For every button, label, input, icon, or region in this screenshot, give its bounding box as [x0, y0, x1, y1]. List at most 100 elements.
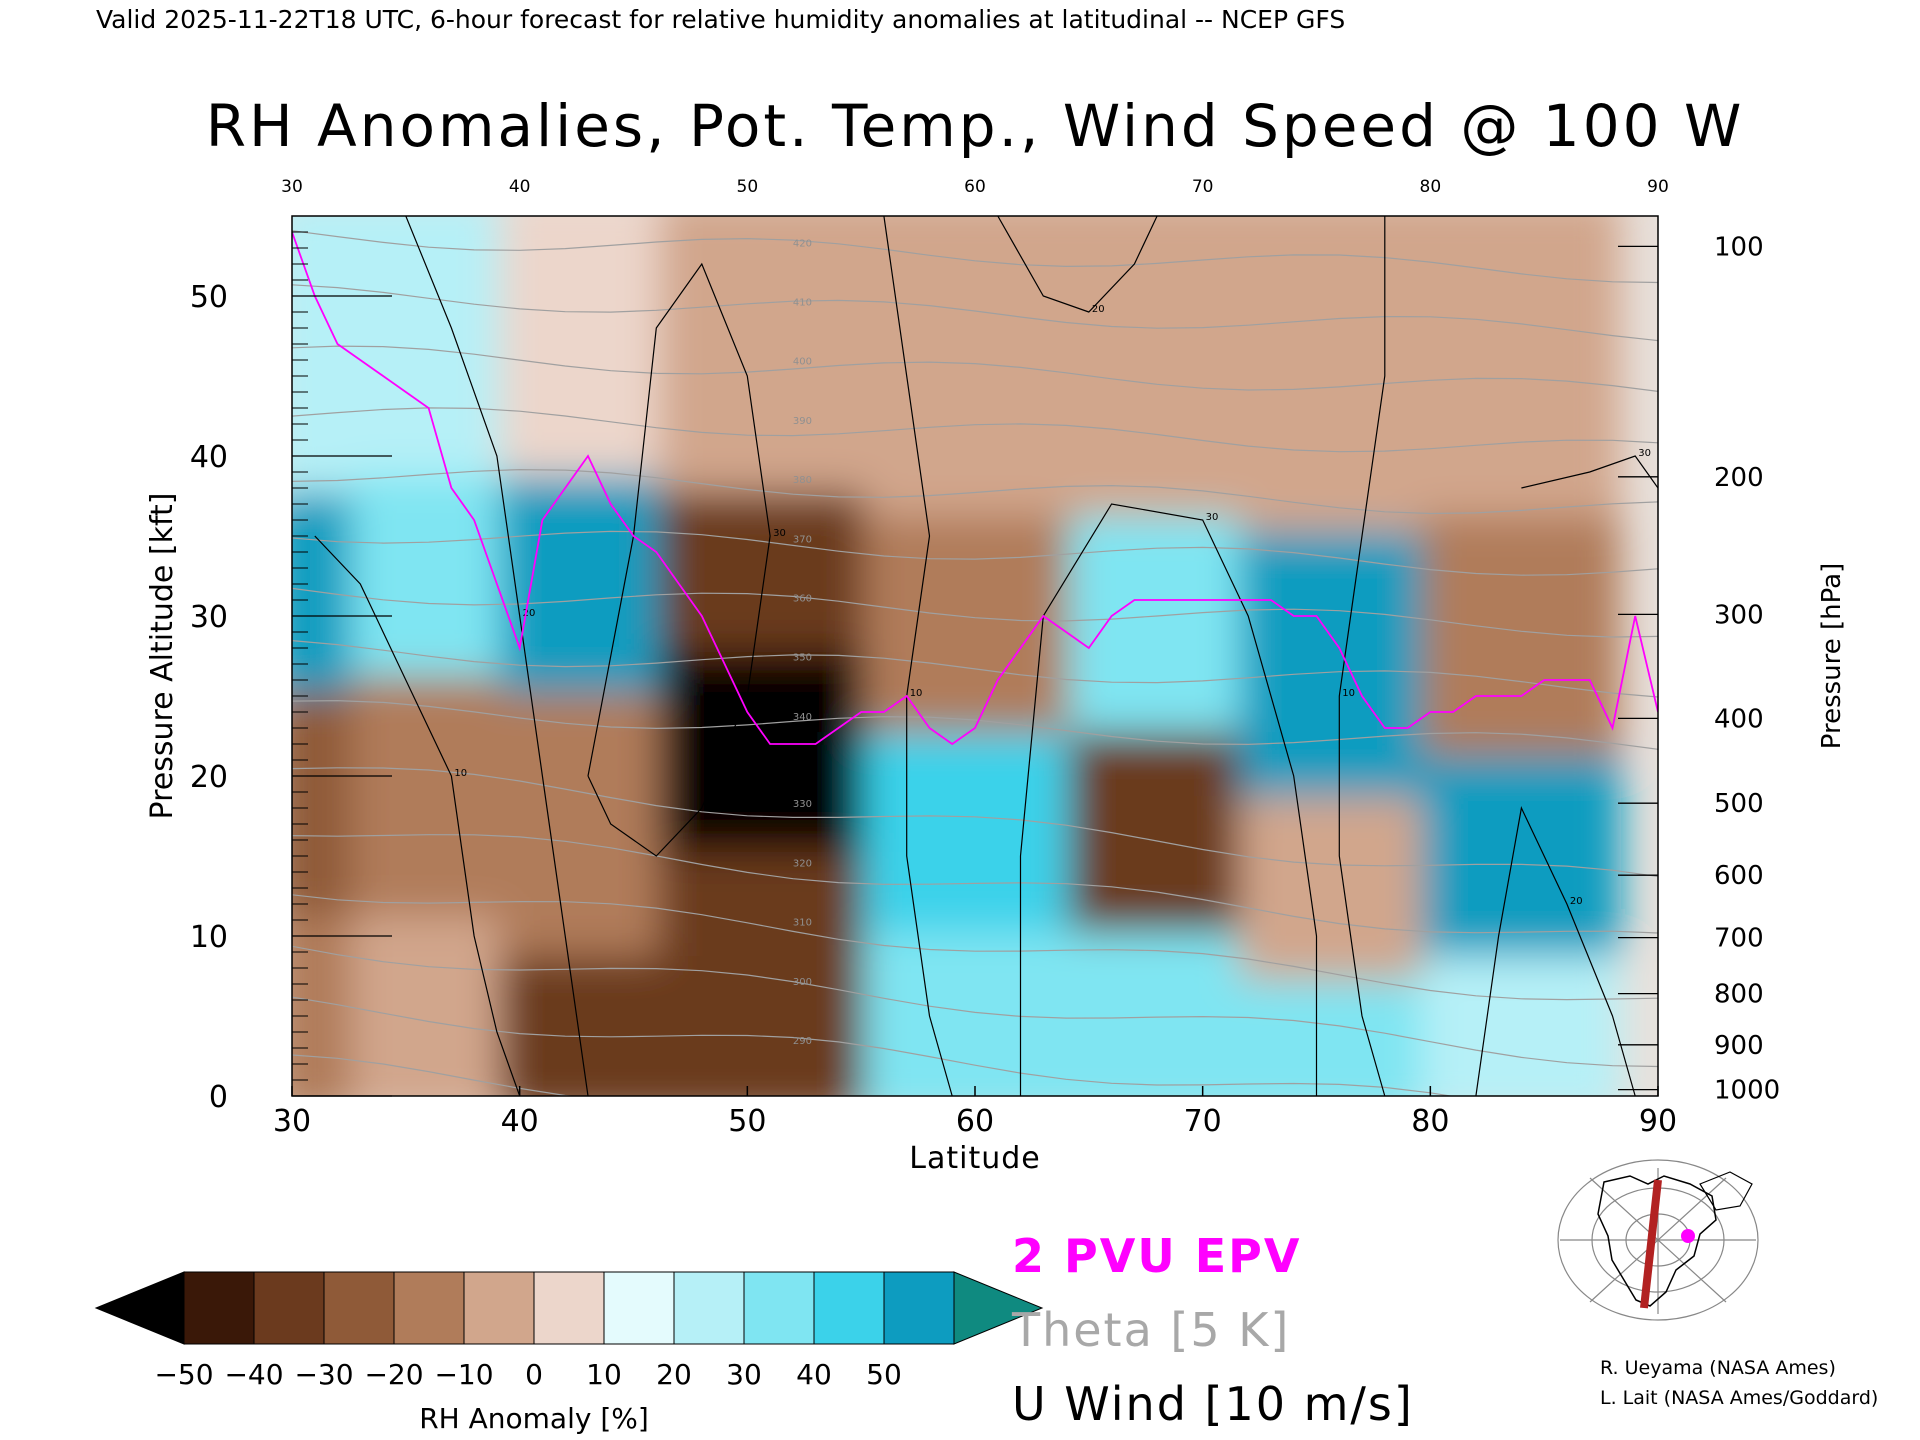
u-wind-contour-label: 20	[1570, 896, 1583, 907]
y-tick-label: 30	[190, 600, 228, 635]
theta-contour-label: 340	[793, 712, 812, 723]
u-wind-contour-label: 20	[523, 608, 536, 619]
credit-line-2: L. Lait (NASA Ames/Goddard)	[1600, 1387, 1878, 1409]
x-tick-label: 50	[728, 1104, 766, 1139]
x-tick-label: 60	[956, 1104, 994, 1139]
u-wind-contour-label: 20	[1092, 304, 1105, 315]
theta-contour-label: 290	[793, 1036, 812, 1047]
theta-contour-label: 350	[793, 653, 812, 664]
pressure-tick-label: 400	[1714, 704, 1764, 734]
u-wind-contour-line	[405, 216, 589, 1096]
colorbar-tick-label: −50	[154, 1358, 213, 1391]
theta-contour-label: 320	[793, 858, 812, 869]
theta-contour-line	[292, 834, 1658, 934]
rh-anomaly-heatmap	[292, 216, 1622, 1096]
u-wind-contour-label: 10	[1342, 688, 1355, 699]
x-tick-label: 80	[1411, 1104, 1449, 1139]
colorbar-tick-label: 40	[796, 1358, 832, 1391]
colorbar-swatch	[463, 1271, 535, 1345]
theta-contour-line	[292, 640, 1658, 698]
pressure-tick-label: 700	[1714, 924, 1764, 954]
colorbar-swatch	[253, 1271, 325, 1345]
right-pressure-axis: 100 200 300 400 500 600 700 800 900 1000	[1618, 232, 1780, 1106]
epv-2pvu-contour	[292, 231, 1658, 746]
top-x-axis: 30 40 50 60 70 80 90	[281, 177, 1669, 197]
theta-contour-label: 280	[793, 1095, 812, 1106]
y-tick-label: 0	[209, 1080, 228, 1115]
top-x-tick-label: 30	[281, 177, 303, 197]
theta-contour-label: 390	[793, 416, 812, 427]
u-wind-contour-label: 10	[454, 768, 467, 779]
u-wind-contour-line	[997, 216, 1158, 313]
colorbar-swatch	[743, 1271, 815, 1345]
legend-epv: 2 PVU EPV	[1012, 1229, 1301, 1283]
u-wind-contour-label: 30	[773, 528, 786, 539]
location-marker	[1681, 1229, 1695, 1243]
top-x-tick-label: 40	[509, 177, 531, 197]
cross-section-line	[1640, 1179, 1662, 1309]
rh-anomaly-cell	[1421, 216, 1622, 516]
rh-anomaly-cell	[863, 476, 1109, 732]
theta-contour-line	[292, 345, 1658, 392]
colorbar-tick-label: −40	[224, 1358, 283, 1391]
colorbar-swatch	[323, 1271, 395, 1345]
y-tick-label: 40	[190, 440, 228, 475]
x-tick-label: 70	[1184, 1104, 1222, 1139]
theta-contour-label: 360	[793, 593, 812, 604]
colorbar-swatch	[183, 1271, 255, 1345]
colorbar-tick-label: 10	[586, 1358, 622, 1391]
top-x-tick-label: 60	[964, 177, 986, 197]
theta-contour-line	[292, 894, 1658, 1001]
colorbar-tick-label: −30	[294, 1358, 353, 1391]
u-wind-contour-line	[1521, 455, 1658, 489]
u-wind-contour-line	[1338, 216, 1386, 1096]
top-x-tick-label: 90	[1647, 177, 1669, 197]
theta-contour-label: 370	[793, 534, 812, 545]
u-wind-contour-line	[587, 262, 771, 857]
theta-contour-line	[292, 767, 1658, 878]
colorbar-tick-label: 20	[656, 1358, 692, 1391]
theta-contour-label: 310	[793, 918, 812, 929]
x-tick-label: 90	[1639, 1104, 1677, 1139]
rh-anomaly-cell	[1421, 476, 1622, 756]
pressure-tick-label: 200	[1714, 463, 1764, 493]
theta-contour-line	[292, 587, 1658, 638]
rh-colorbar: −50 −40 −30 −20 −10 0 10 20 30 40 50	[94, 1271, 1044, 1391]
theta-contour-line	[292, 945, 1658, 1068]
theta-contour-label: 410	[793, 297, 812, 308]
u-wind-contour-line	[1019, 503, 1318, 1096]
plot-area: 280 290 300 310 320 330 340 350 360 370 380 390 400 4…	[291, 215, 1659, 1106]
theta-contour-line	[292, 230, 1658, 284]
colorbar-swatch	[813, 1271, 885, 1345]
pressure-tick-label: 500	[1714, 789, 1764, 819]
legend-u-wind: U Wind [10 m/s]	[1012, 1377, 1414, 1431]
x-tick-label: 40	[501, 1104, 539, 1139]
top-x-tick-label: 50	[737, 177, 759, 197]
pressure-tick-label: 900	[1714, 1031, 1764, 1061]
theta-contour-line	[292, 468, 1658, 515]
theta-contour-label: 420	[793, 238, 812, 249]
theta-contour-line	[292, 284, 1658, 342]
theta-contour-line	[292, 530, 1658, 576]
colorbar-tick-label: −10	[434, 1358, 493, 1391]
colorbar-below-arrow	[94, 1271, 185, 1345]
rh-anomaly-cell	[659, 216, 904, 492]
colorbar-tick-label: 30	[726, 1358, 762, 1391]
theta-contours: 280 290 300 310 320 330 340 350 360 370 380 390 400 4…	[292, 230, 1658, 1106]
legend-theta: Theta [5 K]	[1011, 1303, 1290, 1357]
u-wind-contour-label: 30	[1206, 512, 1219, 523]
colorbar-swatch	[673, 1271, 745, 1345]
colorbar-label: RH Anomaly [%]	[419, 1402, 649, 1435]
u-wind-contour-label: 30	[1638, 448, 1651, 459]
x-axis-label: Latitude	[909, 1141, 1040, 1176]
pressure-tick-label: 300	[1714, 600, 1764, 630]
y-axis-label-left: Pressure Altitude [kft]	[145, 493, 180, 820]
credit-line-1: R. Ueyama (NASA Ames)	[1600, 1357, 1836, 1379]
colorbar-tick-label: 50	[866, 1358, 902, 1391]
top-x-tick-label: 70	[1192, 177, 1214, 197]
u-wind-contour-line	[1475, 806, 1636, 1096]
theta-contour-label: 300	[793, 977, 812, 988]
pressure-tick-label: 1000	[1714, 1076, 1780, 1106]
colorbar-above-arrow	[953, 1271, 1044, 1345]
